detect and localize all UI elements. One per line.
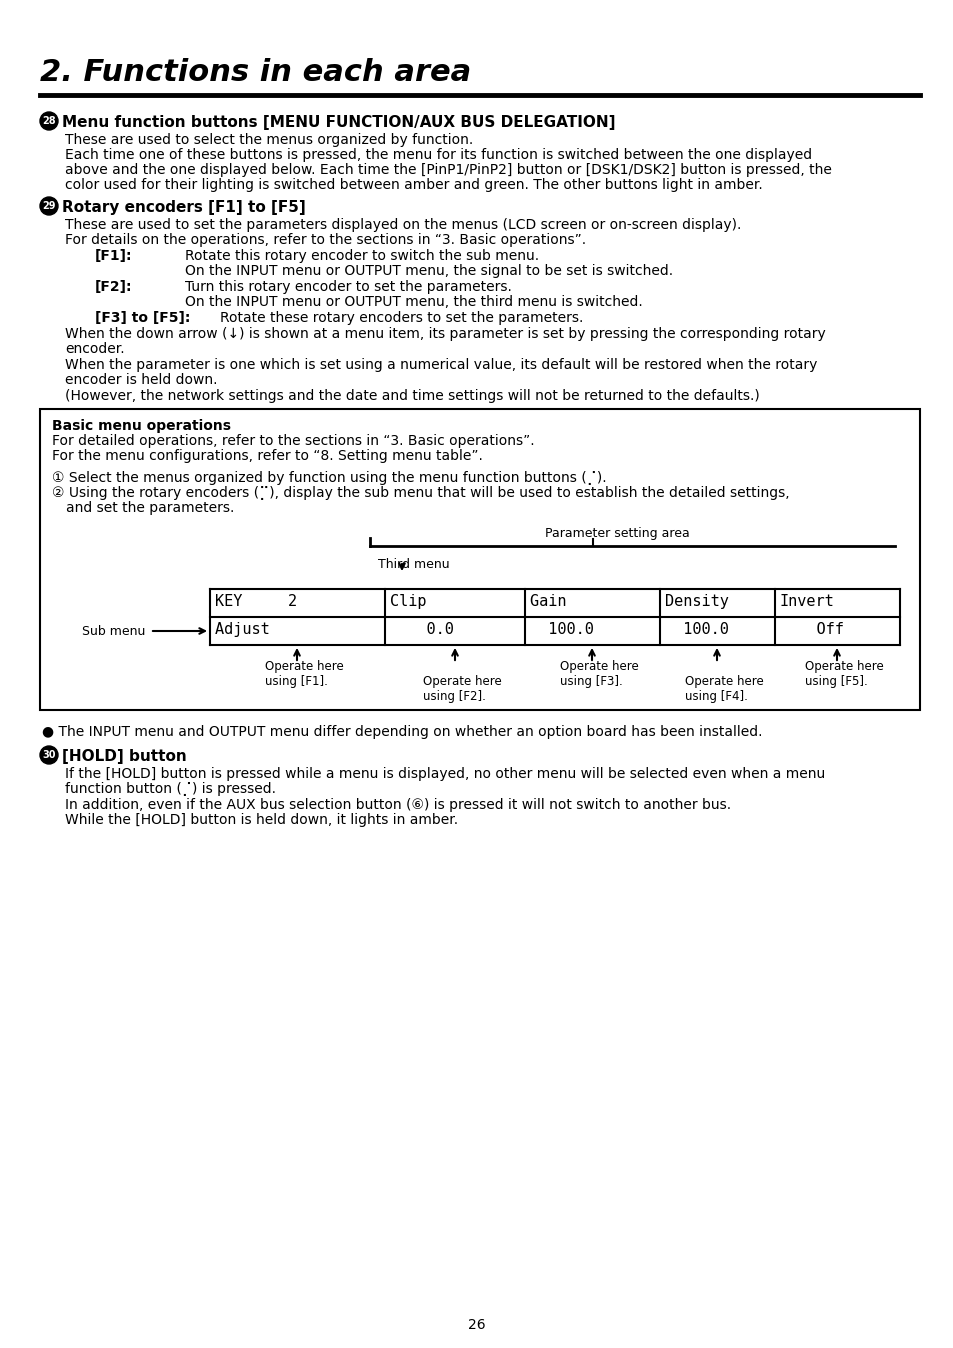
- Text: In addition, even if the AUX bus selection button (⑥) is pressed it will not swi: In addition, even if the AUX bus selecti…: [65, 798, 730, 811]
- Text: [F2]:: [F2]:: [95, 280, 132, 294]
- Text: 0.0: 0.0: [390, 621, 454, 638]
- Text: Sub menu: Sub menu: [82, 625, 145, 638]
- Text: Operate here
using [F2].: Operate here using [F2].: [422, 675, 501, 704]
- Text: Clip: Clip: [390, 594, 462, 609]
- Text: Operate here
using [F4].: Operate here using [F4].: [684, 675, 763, 704]
- Text: While the [HOLD] button is held down, it lights in amber.: While the [HOLD] button is held down, it…: [65, 813, 457, 828]
- Text: Operate here
using [F3].: Operate here using [F3].: [559, 661, 639, 687]
- Circle shape: [40, 745, 58, 764]
- Text: When the parameter is one which is set using a numerical value, its default will: When the parameter is one which is set u…: [65, 359, 817, 372]
- Text: [F3] to [F5]:: [F3] to [F5]:: [95, 311, 191, 325]
- Text: Adjust: Adjust: [214, 621, 288, 638]
- Text: 28: 28: [42, 116, 56, 125]
- Text: Operate here
using [F1].: Operate here using [F1].: [265, 661, 343, 687]
- Text: Rotate this rotary encoder to switch the sub menu.: Rotate this rotary encoder to switch the…: [185, 249, 538, 263]
- Text: For detailed operations, refer to the sections in “3. Basic operations”.: For detailed operations, refer to the se…: [52, 434, 534, 448]
- Text: encoder.: encoder.: [65, 342, 125, 356]
- Text: Each time one of these buttons is pressed, the menu for its function is switched: Each time one of these buttons is presse…: [65, 148, 811, 162]
- Text: ② Using the rotary encoders (⡉), display the sub menu that will be used to estab: ② Using the rotary encoders (⡉), display…: [52, 487, 789, 500]
- Text: encoder is held down.: encoder is held down.: [65, 373, 217, 387]
- Text: On the INPUT menu or OUTPUT menu, the third menu is switched.: On the INPUT menu or OUTPUT menu, the th…: [185, 295, 642, 309]
- Text: Third menu: Third menu: [377, 558, 449, 572]
- Text: (However, the network settings and the date and time settings will not be return: (However, the network settings and the d…: [65, 390, 759, 403]
- Text: Density: Density: [664, 594, 728, 609]
- Text: Gain: Gain: [530, 594, 602, 609]
- Circle shape: [40, 112, 58, 129]
- Text: [HOLD] button: [HOLD] button: [62, 749, 187, 764]
- Text: Rotary encoders [F1] to [F5]: Rotary encoders [F1] to [F5]: [62, 200, 305, 214]
- Text: For details on the operations, refer to the sections in “3. Basic operations”.: For details on the operations, refer to …: [65, 233, 585, 247]
- Text: KEY     2: KEY 2: [214, 594, 296, 609]
- Text: ① Select the menus organized by function using the menu function buttons (⡈).: ① Select the menus organized by function…: [52, 470, 606, 485]
- Text: Basic menu operations: Basic menu operations: [52, 419, 231, 433]
- Text: Off: Off: [780, 621, 843, 638]
- Text: color used for their lighting is switched between amber and green. The other but: color used for their lighting is switche…: [65, 178, 762, 191]
- Text: [F1]:: [F1]:: [95, 249, 132, 263]
- Text: 2. Functions in each area: 2. Functions in each area: [40, 58, 471, 88]
- Text: If the [HOLD] button is pressed while a menu is displayed, no other menu will be: If the [HOLD] button is pressed while a …: [65, 767, 824, 780]
- Text: Parameter setting area: Parameter setting area: [544, 527, 689, 541]
- Text: function button (⡈) is pressed.: function button (⡈) is pressed.: [65, 782, 275, 797]
- Text: and set the parameters.: and set the parameters.: [66, 501, 234, 515]
- Text: These are used to set the parameters displayed on the menus (LCD screen or on-sc: These are used to set the parameters dis…: [65, 218, 740, 232]
- Text: On the INPUT menu or OUTPUT menu, the signal to be set is switched.: On the INPUT menu or OUTPUT menu, the si…: [185, 264, 673, 278]
- Text: These are used to select the menus organized by function.: These are used to select the menus organ…: [65, 133, 473, 147]
- Text: When the down arrow (↓) is shown at a menu item, its parameter is set by pressin: When the down arrow (↓) is shown at a me…: [65, 328, 825, 341]
- Text: Turn this rotary encoder to set the parameters.: Turn this rotary encoder to set the para…: [185, 280, 512, 294]
- Text: 26: 26: [468, 1318, 485, 1332]
- Text: 29: 29: [42, 201, 55, 212]
- Text: Menu function buttons [MENU FUNCTION/AUX BUS DELEGATION]: Menu function buttons [MENU FUNCTION/AUX…: [62, 115, 615, 129]
- Text: 100.0: 100.0: [530, 621, 594, 638]
- Circle shape: [40, 197, 58, 214]
- Text: ● The INPUT menu and OUTPUT menu differ depending on whether an option board has: ● The INPUT menu and OUTPUT menu differ …: [42, 725, 761, 739]
- Text: Rotate these rotary encoders to set the parameters.: Rotate these rotary encoders to set the …: [220, 311, 583, 325]
- Text: 30: 30: [42, 749, 55, 760]
- Bar: [40, 408, 919, 710]
- Text: Invert: Invert: [780, 594, 834, 609]
- Text: above and the one displayed below. Each time the [PinP1/PinP2] button or [DSK1/D: above and the one displayed below. Each …: [65, 163, 831, 177]
- Text: For the menu configurations, refer to “8. Setting menu table”.: For the menu configurations, refer to “8…: [52, 449, 482, 462]
- Text: 100.0: 100.0: [664, 621, 728, 638]
- Text: Operate here
using [F5].: Operate here using [F5].: [804, 661, 882, 687]
